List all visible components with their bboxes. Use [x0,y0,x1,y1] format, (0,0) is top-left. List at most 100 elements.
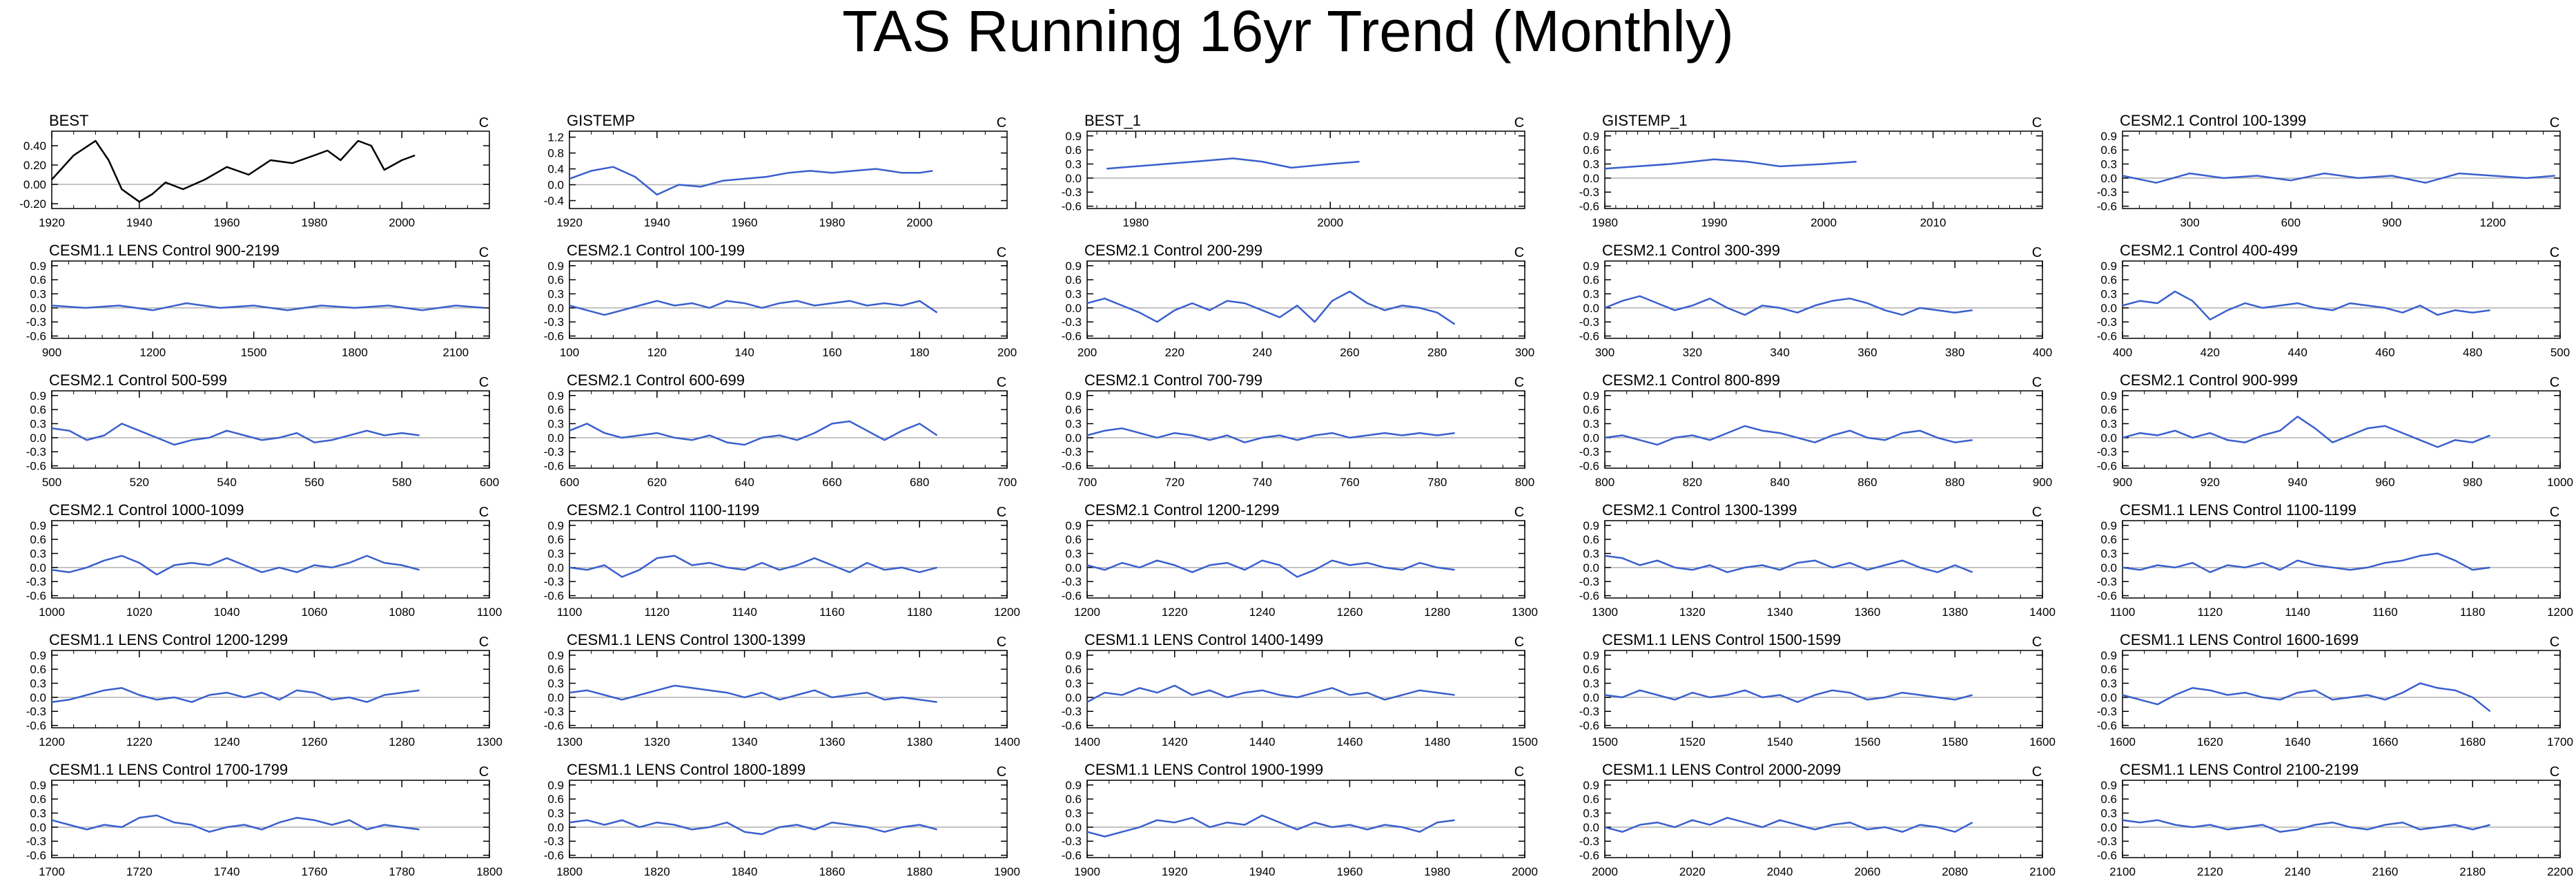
y-tick-label: 0.3 [547,288,564,301]
y-tick-label: -0.3 [2097,835,2117,848]
x-tick-label: 1360 [819,735,845,749]
panel-units: C [997,375,1006,390]
y-tick-label: 0.9 [30,779,46,792]
x-tick-label: 540 [217,476,236,489]
x-tick-label: 1560 [1854,735,1880,749]
y-tick-label: -0.3 [1579,445,1599,459]
y-tick-label: 0.9 [1065,779,1082,792]
y-tick-label: -0.3 [1062,186,1082,199]
y-tick-label: 0.6 [1065,533,1082,546]
y-tick-label: -0.6 [2097,590,2117,603]
x-tick-label: 300 [1515,346,1534,359]
x-tick-label: 400 [2033,346,2052,359]
y-tick-label: 0.20 [23,159,46,172]
x-tick-label: 1920 [39,216,65,229]
x-tick-label: 1400 [1074,735,1100,749]
y-tick-label: 0.3 [1583,158,1599,171]
series-line [1086,684,1455,703]
panel-title: BEST_1 [1084,112,1141,129]
x-tick-label: 420 [2201,346,2220,359]
x-tick-label: 920 [2201,476,2220,489]
x-tick-label: 1260 [1336,606,1363,619]
x-tick-label: 2100 [2029,865,2056,878]
x-tick-label: 1100 [557,606,583,619]
x-tick-label: 2000 [1811,216,1837,229]
x-tick-label: 320 [1683,346,1702,359]
y-tick-label: 0.9 [1065,389,1082,403]
plot-frame [1604,780,2043,858]
series-line [569,819,937,836]
y-tick-label: 0.6 [2100,144,2117,157]
x-tick-label: 1740 [214,865,240,878]
y-tick-label: 0.3 [2100,418,2117,431]
panel-units: C [1514,375,1524,390]
x-tick-label: 1660 [2372,735,2398,749]
x-tick-label: 2020 [1679,865,1706,878]
panel-title: BEST [49,112,88,129]
series-line [2122,290,2490,321]
plot-frame [569,260,1008,339]
x-tick-label: 1900 [1074,865,1100,878]
panel-title: CESM2.1 Control 400-499 [2120,242,2298,259]
plot-frame [569,780,1008,858]
chart-panel-30: CESM1.1 LENS Control 2100-2199 C 2100 2120 2… [2097,761,2573,878]
series-line [1604,689,1973,703]
panel-units: C [1514,245,1524,260]
x-tick-label: 1200 [139,346,166,359]
y-tick-label: 0.9 [1583,130,1599,143]
plot-frame [1604,650,2043,728]
panel-units: C [1514,505,1524,520]
plot-frame [2122,131,2561,209]
x-tick-label: 2000 [1592,865,1618,878]
x-tick-label: 1100 [477,606,502,619]
panel-units: C [479,505,489,520]
chart-panel-11: CESM2.1 Control 500-599 C 500 520 540 560 580 6… [26,371,499,489]
y-tick-label: 0.3 [1583,548,1599,561]
y-tick-label: -0.3 [544,316,564,329]
y-tick-label: -0.3 [1062,316,1082,329]
y-tick-label: 0.6 [1065,403,1082,416]
panel-units: C [2550,635,2559,650]
y-tick-label: 0.6 [547,403,564,416]
y-tick-label: -0.6 [1579,330,1599,343]
x-tick-label: 1220 [126,735,153,749]
chart-panel-27: CESM1.1 LENS Control 1800-1899 C 1800 1820 1… [544,761,1020,878]
panel-units: C [1514,764,1524,780]
x-tick-label: 1940 [1249,865,1276,878]
y-tick-label: 0.9 [30,260,46,273]
series-line [569,166,933,196]
series-line [1604,554,1973,573]
panel-title: CESM1.1 LENS Control 2000-2099 [1602,761,1841,778]
plot-frame [51,260,490,339]
panel-title: CESM2.1 Control 500-599 [49,371,227,389]
y-tick-label: 0.0 [1065,821,1082,834]
y-tick-label: -0.3 [1062,575,1082,588]
y-tick-label: 1.2 [547,131,564,144]
y-tick-label: 0.6 [547,533,564,546]
x-tick-label: 840 [1770,476,1789,489]
y-tick-label: -0.3 [1579,835,1599,848]
chart-panel-22: CESM1.1 LENS Control 1300-1399 C 1300 1320 1… [544,631,1020,749]
panel-units: C [2032,115,2042,131]
x-tick-label: 900 [2382,216,2401,229]
x-tick-label: 1800 [342,346,368,359]
x-tick-label: 100 [560,346,579,359]
chart-panel-17: CESM2.1 Control 1100-1199 C 1100 1120 1140 11… [544,501,1020,619]
x-tick-label: 2080 [1942,865,1968,878]
x-tick-label: 1500 [1592,735,1618,749]
panel-title: CESM1.1 LENS Control 1200-1299 [49,631,288,648]
x-tick-label: 1240 [214,735,240,749]
x-tick-label: 940 [2287,476,2307,489]
plot-frame [1086,780,1525,858]
x-tick-label: 360 [1857,346,1877,359]
y-tick-label: 0.40 [23,139,46,153]
panel-title: CESM2.1 Control 300-399 [1602,242,1780,259]
y-tick-label: 0.0 [30,302,46,315]
chart-panel-23: CESM1.1 LENS Control 1400-1499 C 1400 1420 1… [1062,631,1538,749]
y-tick-label: -0.3 [1062,835,1082,848]
chart-panel-6: CESM1.1 LENS Control 900-2199 C 900 1200 150… [26,242,490,359]
plot-frame [51,390,490,469]
y-tick-label: 0.9 [547,519,564,532]
